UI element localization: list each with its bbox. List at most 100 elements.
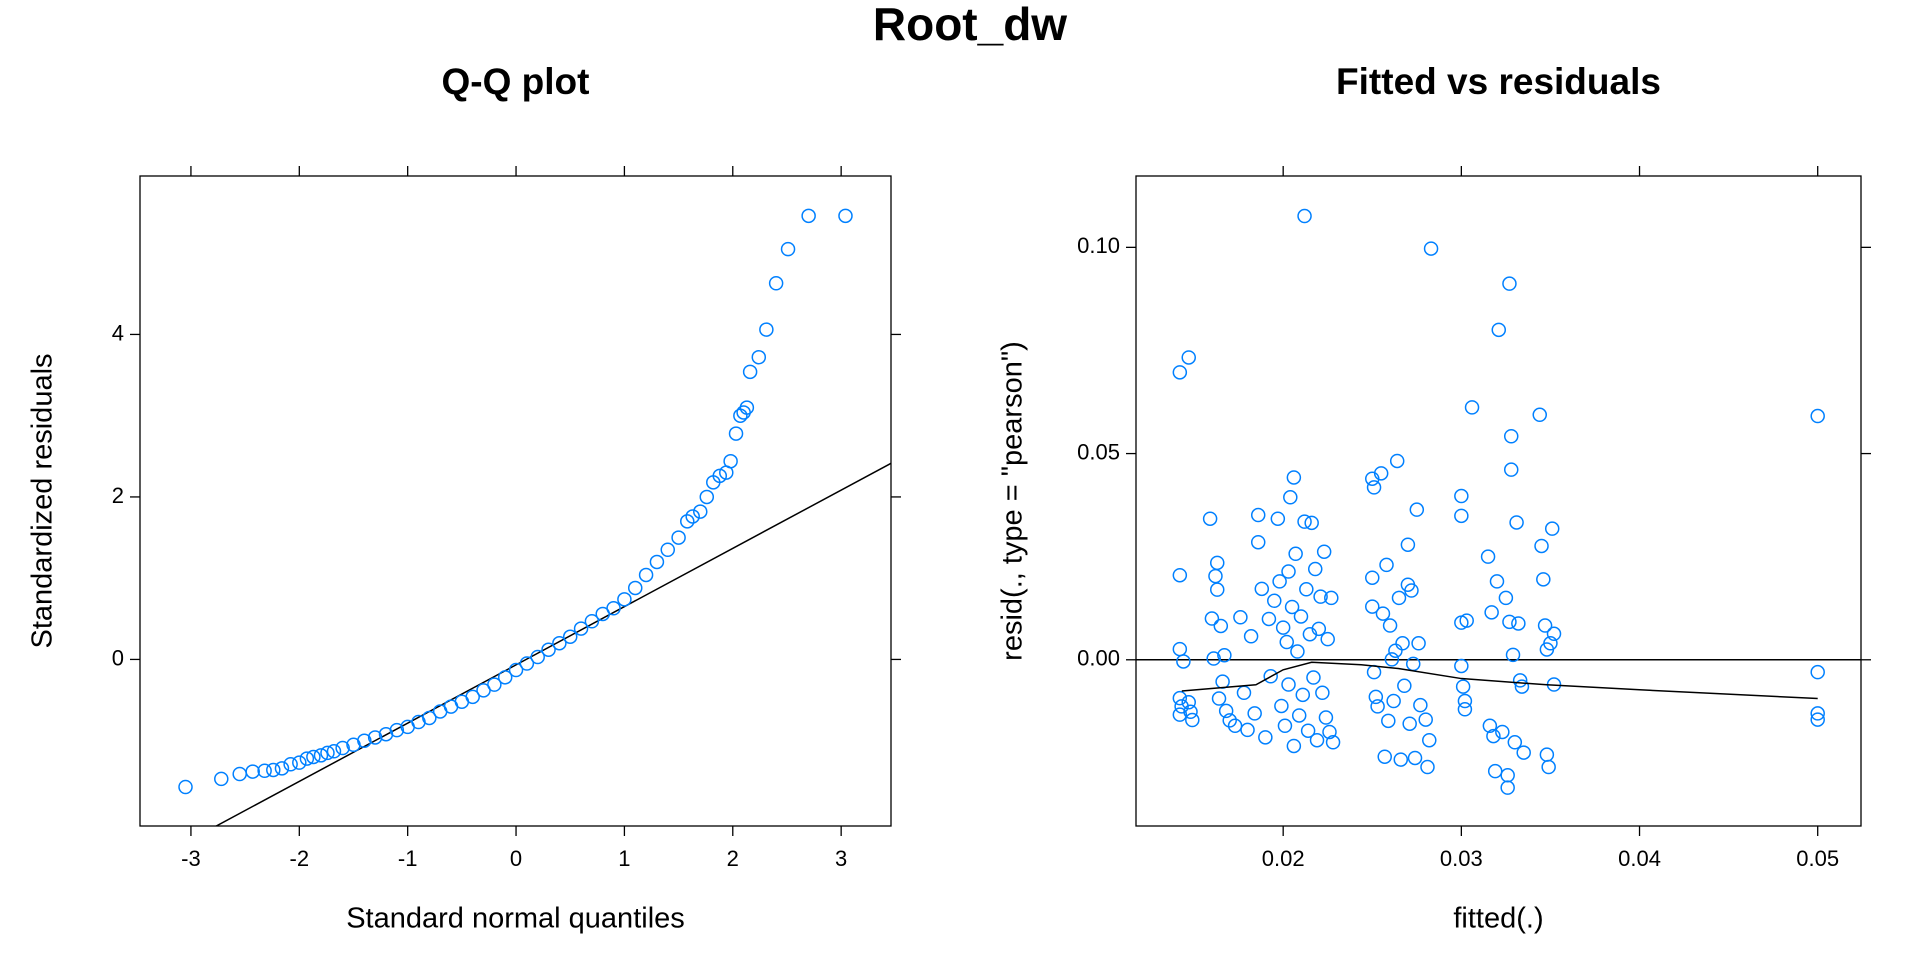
- point: [1275, 620, 1291, 635]
- point: [519, 656, 535, 671]
- point: [1454, 488, 1469, 504]
- x-axis-label: Standard normal quantiles: [346, 903, 685, 935]
- point: [1236, 685, 1252, 701]
- point: [1279, 634, 1294, 650]
- point: [838, 208, 853, 224]
- point: [693, 504, 708, 519]
- point: [723, 453, 738, 469]
- point: [508, 662, 524, 678]
- point: [1322, 724, 1337, 740]
- point: [422, 710, 437, 726]
- point: [1299, 582, 1314, 597]
- point: [245, 764, 260, 779]
- point: [541, 642, 556, 657]
- point: [680, 514, 695, 529]
- point: [1502, 614, 1517, 630]
- point: [1377, 749, 1392, 764]
- point: [1304, 515, 1319, 531]
- y-tick-label: 0.00: [1077, 646, 1120, 671]
- point: [274, 761, 290, 776]
- point: [1181, 695, 1196, 710]
- point: [1227, 718, 1243, 734]
- panel-title: Q-Q plot: [442, 61, 590, 102]
- reference-line: [214, 462, 891, 826]
- point: [1172, 365, 1188, 380]
- point: [1206, 651, 1221, 666]
- point: [1543, 636, 1558, 651]
- point: [1218, 703, 1234, 719]
- panel-title: Fitted vs residuals: [1336, 61, 1661, 102]
- point: [1300, 723, 1316, 738]
- point: [552, 635, 567, 651]
- point: [1222, 713, 1237, 728]
- point: [1281, 564, 1296, 579]
- x-tick-label: -2: [290, 846, 310, 871]
- point: [1316, 544, 1332, 559]
- point: [1487, 763, 1503, 779]
- x-tick-label: -3: [181, 846, 201, 871]
- y-tick-label: 0.10: [1077, 233, 1120, 258]
- point: [1293, 609, 1309, 624]
- point: [1541, 759, 1556, 775]
- point: [751, 349, 767, 365]
- point: [1395, 636, 1410, 651]
- point: [1270, 511, 1286, 526]
- y-tick-label: 0.05: [1077, 439, 1120, 464]
- point: [1482, 718, 1498, 734]
- point: [1388, 643, 1403, 658]
- point: [1366, 480, 1382, 495]
- point: [1409, 502, 1425, 517]
- point: [1263, 669, 1278, 684]
- point: [1384, 652, 1400, 667]
- point: [389, 722, 405, 738]
- point: [1368, 689, 1384, 705]
- point: [1183, 704, 1198, 720]
- point: [1172, 567, 1188, 583]
- point: [1464, 400, 1480, 415]
- point: [1486, 728, 1501, 744]
- point: [1267, 593, 1282, 609]
- point: [606, 601, 621, 616]
- point: [1233, 610, 1248, 625]
- point: [584, 614, 600, 629]
- point: [530, 649, 545, 665]
- plot-area: [1136, 208, 1861, 795]
- point: [1176, 654, 1191, 669]
- point: [1393, 752, 1409, 767]
- point: [1503, 428, 1519, 444]
- point: [357, 733, 372, 748]
- point: [1423, 241, 1439, 256]
- point: [1281, 677, 1296, 692]
- point: [1209, 582, 1225, 597]
- x-tick-label: 0.04: [1618, 846, 1661, 871]
- point: [638, 567, 654, 583]
- point: [1291, 708, 1307, 723]
- point: [1288, 546, 1303, 562]
- point: [1320, 631, 1335, 647]
- point: [1290, 644, 1305, 659]
- x-tick-label: 0.03: [1440, 846, 1483, 871]
- point: [1536, 572, 1551, 587]
- point: [306, 749, 321, 765]
- x-tick-label: 1: [618, 846, 630, 871]
- point: [1422, 732, 1437, 748]
- point: [1240, 722, 1255, 738]
- point: [1480, 549, 1496, 564]
- point: [1454, 658, 1469, 674]
- point: [1539, 747, 1555, 762]
- point: [1172, 641, 1188, 657]
- point: [326, 744, 342, 759]
- point: [1503, 462, 1519, 477]
- point: [1404, 583, 1419, 598]
- point: [733, 408, 748, 423]
- point: [780, 241, 796, 257]
- point: [1544, 521, 1560, 536]
- plot-area: [178, 208, 891, 826]
- point: [283, 757, 298, 772]
- point: [1284, 599, 1300, 615]
- point: [1204, 611, 1220, 626]
- x-tick-label: 3: [835, 846, 847, 871]
- point: [1400, 537, 1416, 552]
- point: [1810, 408, 1825, 424]
- point: [487, 677, 502, 692]
